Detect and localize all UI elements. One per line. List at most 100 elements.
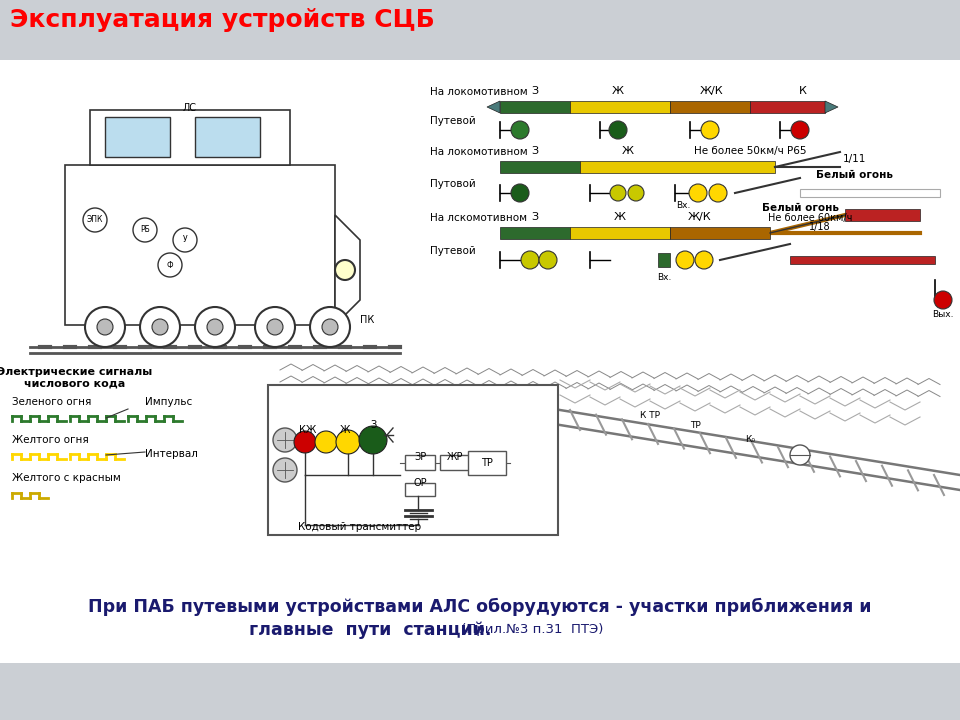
Circle shape (158, 253, 182, 277)
Text: Интервал: Интервал (145, 449, 198, 459)
Circle shape (322, 319, 338, 335)
Text: Ф: Ф (167, 261, 174, 269)
Bar (468, 451, 506, 475)
Circle shape (273, 458, 297, 482)
Bar (500, 161, 580, 173)
Text: Желтого с красным: Желтого с красным (12, 473, 121, 483)
Text: числового кода: числового кода (24, 378, 126, 388)
Text: Ж: Ж (622, 146, 634, 156)
Bar (90, 110, 290, 165)
Text: К₀: К₀ (745, 436, 755, 444)
Circle shape (140, 307, 180, 347)
Text: КЖ: КЖ (300, 425, 317, 435)
Circle shape (273, 428, 297, 452)
Text: З: З (532, 212, 539, 222)
Bar (658, 253, 670, 267)
Text: ЗР: ЗР (414, 452, 426, 462)
Text: При ПАБ путевыми устройствами АЛС оборудуются - участки приближения и: При ПАБ путевыми устройствами АЛС оборуд… (88, 598, 872, 616)
Bar (570, 227, 670, 239)
Bar (670, 101, 750, 113)
Text: Ж/К: Ж/К (700, 86, 724, 96)
Circle shape (267, 319, 283, 335)
Circle shape (934, 291, 952, 309)
Bar (800, 189, 940, 197)
Text: На локомотивном: На локомотивном (430, 147, 528, 157)
Polygon shape (335, 215, 360, 325)
Circle shape (511, 184, 529, 202)
Circle shape (85, 307, 125, 347)
Text: Путовой: Путовой (430, 179, 476, 189)
Text: РБ: РБ (140, 225, 150, 235)
Circle shape (294, 431, 316, 453)
Bar (0, 0, 960, 40)
Circle shape (521, 251, 539, 269)
Circle shape (315, 431, 337, 453)
Bar (405, 455, 435, 470)
Text: Белый огонь: Белый огонь (817, 170, 894, 180)
Circle shape (83, 208, 107, 232)
Text: Желтого огня: Желтого огня (12, 435, 88, 445)
Text: 1/11: 1/11 (843, 154, 866, 164)
Circle shape (609, 121, 627, 139)
Text: (Прил.№3 п.31  ПТЭ): (Прил.№3 п.31 ПТЭ) (457, 624, 603, 636)
Bar (845, 209, 920, 221)
Circle shape (97, 319, 113, 335)
Bar (0, 60, 960, 663)
Bar (440, 455, 470, 470)
Text: Путевой: Путевой (430, 246, 476, 256)
Circle shape (628, 185, 644, 201)
Bar (65, 165, 335, 325)
Bar (268, 385, 558, 535)
Text: 1/18: 1/18 (809, 222, 830, 232)
Text: Импульс: Импульс (145, 397, 192, 407)
Text: Путевой: Путевой (430, 116, 476, 126)
Circle shape (152, 319, 168, 335)
Polygon shape (825, 101, 838, 113)
Bar (570, 101, 670, 113)
Text: На локомотивном: На локомотивном (430, 87, 528, 97)
Circle shape (173, 228, 197, 252)
Circle shape (709, 184, 727, 202)
Text: ЛС: ЛС (183, 103, 197, 113)
Bar (0, 663, 960, 720)
Text: ТР: ТР (689, 420, 701, 430)
Text: Кодовый трансмиттер: Кодовый трансмиттер (299, 522, 421, 532)
Circle shape (791, 121, 809, 139)
Text: З: З (370, 420, 376, 430)
Bar (790, 256, 935, 264)
Circle shape (336, 430, 360, 454)
Text: Зеленого огня: Зеленого огня (12, 397, 91, 407)
Text: Белый огонь: Белый огонь (761, 203, 838, 213)
Circle shape (689, 184, 707, 202)
Text: Ж/К: Ж/К (688, 212, 711, 222)
Text: На лскомотивном: На лскомотивном (430, 213, 527, 223)
Text: Вх.: Вх. (676, 200, 690, 210)
Circle shape (310, 307, 350, 347)
Bar (580, 161, 775, 173)
Text: Вх.: Вх. (657, 272, 671, 282)
Bar (105, 117, 170, 157)
Bar (195, 117, 260, 157)
Text: Эксплуатация устройств СЦБ: Эксплуатация устройств СЦБ (10, 8, 435, 32)
Text: главные  пути  станций.: главные пути станций. (249, 621, 492, 639)
Bar (500, 227, 570, 239)
Text: ЖР: ЖР (446, 452, 464, 462)
Circle shape (207, 319, 223, 335)
Circle shape (359, 426, 387, 454)
Circle shape (790, 445, 810, 465)
Text: Ж: Ж (614, 212, 626, 222)
Circle shape (610, 185, 626, 201)
Text: ПК: ПК (360, 315, 374, 325)
Circle shape (695, 251, 713, 269)
Text: К ТР: К ТР (640, 410, 660, 420)
Text: Ж: Ж (612, 86, 624, 96)
Text: ЭПК: ЭПК (86, 215, 103, 225)
Text: ОР: ОР (413, 478, 427, 488)
Text: Ж: Ж (340, 425, 350, 435)
Text: Не более 50км/ч Р65: Не более 50км/ч Р65 (694, 146, 806, 156)
Text: Электрические сигналы: Электрические сигналы (0, 367, 153, 377)
Text: ТР: ТР (481, 458, 492, 468)
Bar (405, 483, 435, 496)
Circle shape (255, 307, 295, 347)
Circle shape (511, 121, 529, 139)
